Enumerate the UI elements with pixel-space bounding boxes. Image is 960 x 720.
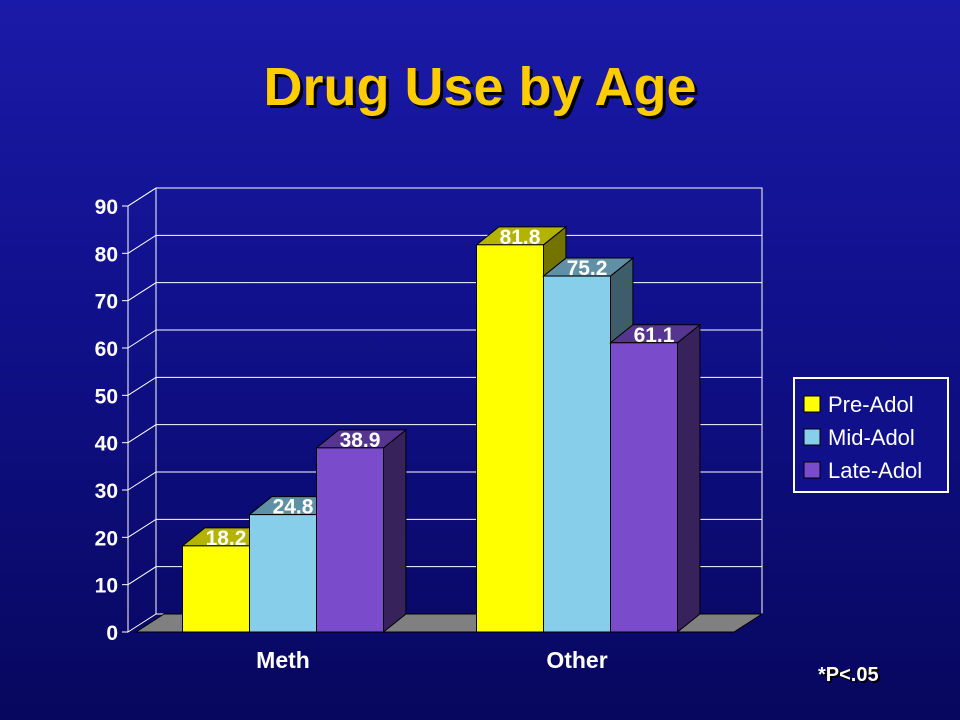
legend-label: Mid-Adol (828, 425, 915, 450)
bar-front (249, 514, 317, 633)
bar-front (543, 275, 611, 633)
data-label: 61.1 (634, 324, 675, 347)
gridline (127, 282, 762, 302)
y-tick-label: 60 (95, 338, 118, 361)
bar-side (383, 428, 407, 634)
category-label: Meth (256, 647, 310, 673)
side-wall (127, 187, 157, 633)
bar-late-adol-other (609, 323, 702, 634)
bar-front (476, 244, 544, 633)
y-tick-label: 30 (95, 480, 118, 503)
y-tick-label: 90 (95, 196, 118, 219)
y-tick-label: 70 (95, 291, 118, 314)
data-label: 18.2 (206, 527, 247, 550)
legend-label: Pre-Adol (828, 392, 914, 417)
gridline (127, 187, 762, 207)
bar-late-adol-meth (315, 428, 408, 634)
bar-front (316, 447, 384, 633)
category-label: Other (546, 647, 607, 673)
data-labels: 18.2 24.8 38.9 81.8 75.2 61.1 (206, 226, 675, 550)
y-tick-label: 50 (95, 385, 118, 408)
data-label: 38.9 (340, 429, 381, 452)
y-tick-label: 0 (106, 622, 118, 645)
y-tick-label: 40 (95, 433, 118, 456)
x-axis-categories: Meth Other (256, 647, 608, 673)
bars (181, 225, 702, 634)
y-tick-label: 20 (95, 527, 118, 550)
y-tick-label: 80 (95, 243, 118, 266)
legend-swatch (803, 461, 821, 479)
y-axis-ticks: 0 10 20 30 40 50 60 70 80 90 (95, 196, 118, 645)
data-label: 81.8 (500, 226, 541, 249)
chart-title: Drug Use by Age (263, 57, 697, 117)
legend-swatch (803, 395, 821, 413)
bar-front (610, 342, 678, 633)
bar-side (677, 323, 701, 634)
legend-swatch (803, 428, 821, 446)
bar-front (182, 545, 250, 633)
data-label: 75.2 (567, 257, 608, 280)
y-tick-label: 10 (95, 575, 118, 598)
data-label: 24.8 (273, 496, 314, 519)
significance-footnote: *P<.05 (818, 664, 879, 686)
legend: Pre-Adol Mid-Adol Late-Adol (793, 377, 949, 493)
legend-label: Late-Adol (828, 458, 922, 483)
gridline (127, 234, 762, 254)
